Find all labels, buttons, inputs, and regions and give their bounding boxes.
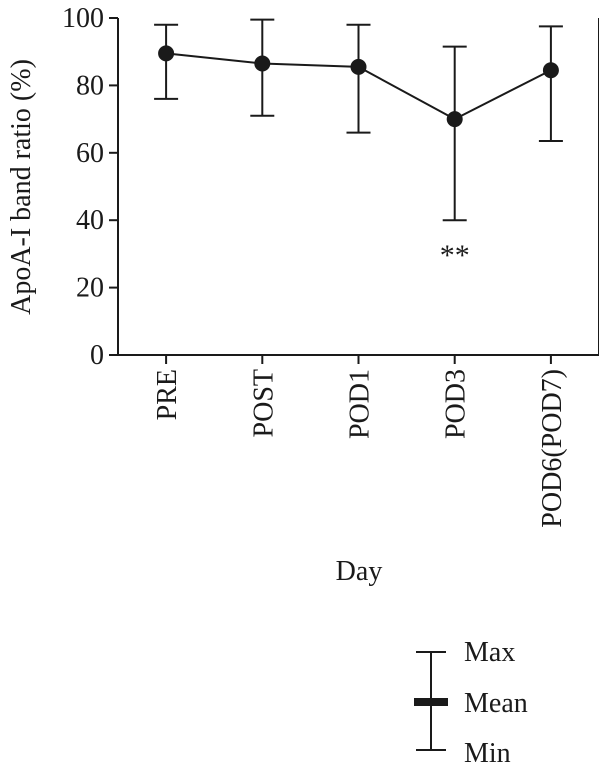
mean-point	[158, 45, 175, 62]
x-tick-label: POD3	[441, 369, 472, 439]
legend: Max Mean Min	[414, 637, 528, 769]
y-tick-label: 40	[76, 205, 104, 236]
y-tick-label: 20	[76, 273, 104, 304]
mean-point	[446, 111, 463, 128]
legend-mean-label: Mean	[464, 688, 528, 719]
x-tick-label: PRE	[152, 369, 183, 420]
y-tick-label: 100	[62, 3, 104, 34]
x-axis: PRE POST POD1 POD3 POD6(POD7)	[152, 355, 568, 528]
plot-area: **	[154, 18, 563, 272]
x-tick-label: POD1	[345, 369, 376, 439]
y-axis: 0 20 40 60 80 100	[62, 3, 599, 371]
y-axis-label: ApoA-I band ratio (%)	[6, 59, 37, 315]
y-tick-label: 0	[90, 340, 104, 371]
x-axis-label: Day	[336, 556, 383, 587]
legend-max-label: Max	[464, 637, 515, 668]
legend-min-label: Min	[464, 738, 511, 769]
mean-point	[254, 55, 271, 72]
legend-mean-marker	[414, 698, 448, 706]
x-tick-label: POD6(POD7)	[537, 369, 568, 528]
x-tick-label: POST	[248, 369, 279, 437]
mean-point	[350, 58, 367, 75]
significance-annotation: **	[440, 239, 470, 272]
y-tick-label: 80	[76, 70, 104, 101]
mean-point	[542, 62, 559, 79]
y-tick-label: 60	[76, 138, 104, 169]
